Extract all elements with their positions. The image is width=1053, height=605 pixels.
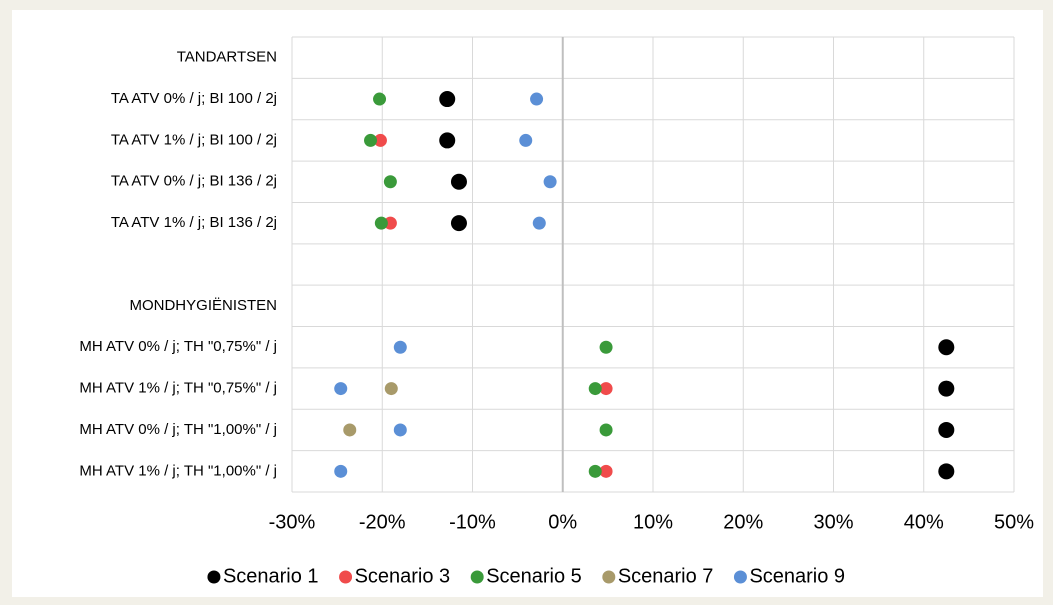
- legend-label: Scenario 3: [355, 565, 451, 587]
- dot: [938, 339, 955, 356]
- x-tick-label: -30%: [269, 511, 316, 533]
- legend-label: Scenario 1: [223, 565, 319, 587]
- dot: [599, 382, 613, 396]
- legend-marker: [339, 570, 353, 584]
- legend-marker: [470, 570, 484, 584]
- dot: [334, 464, 348, 478]
- dot: [364, 133, 378, 147]
- dot: [334, 382, 348, 396]
- dot: [450, 173, 467, 190]
- dot: [374, 216, 388, 230]
- dot: [393, 340, 407, 354]
- x-tick-label: 20%: [723, 511, 763, 533]
- chart-area: [12, 10, 1043, 597]
- dot: [543, 175, 557, 189]
- y-tick-label: TA ATV 0% / j; BI 100 / 2j: [111, 90, 277, 107]
- dot: [599, 423, 613, 437]
- dot: [599, 340, 613, 354]
- dot: [384, 382, 398, 396]
- dot: [519, 133, 533, 147]
- legend-label: Scenario 5: [486, 565, 582, 587]
- dot: [373, 133, 387, 147]
- y-tick-label: MH ATV 1% / j; TH "1,00%" / j: [79, 462, 277, 479]
- x-tick-label: 10%: [633, 511, 673, 533]
- dot: [439, 91, 456, 108]
- legend-label: Scenario 7: [618, 565, 714, 587]
- dot: [393, 423, 407, 437]
- y-tick-label: MONDHYGIËNISTEN: [129, 297, 277, 314]
- dot: [938, 380, 955, 397]
- y-tick-label: TA ATV 0% / j; BI 136 / 2j: [111, 173, 277, 190]
- y-tick-label: MH ATV 0% / j; TH "1,00%" / j: [79, 421, 277, 438]
- x-tick-label: 40%: [904, 511, 944, 533]
- y-tick-label: MH ATV 0% / j; TH "0,75%" / j: [79, 338, 277, 355]
- x-tick-label: -10%: [449, 511, 496, 533]
- dot: [599, 464, 613, 478]
- y-tick-label: MH ATV 1% / j; TH "0,75%" / j: [79, 380, 277, 397]
- y-tick-label: TANDARTSEN: [177, 49, 277, 66]
- legend-label: Scenario 9: [749, 565, 845, 587]
- dot: [532, 216, 546, 230]
- dot: [383, 175, 397, 189]
- dot: [383, 216, 397, 230]
- x-tick-label: 50%: [994, 511, 1034, 533]
- x-tick-label: 0%: [548, 511, 577, 533]
- legend-marker: [602, 570, 616, 584]
- dot: [439, 132, 456, 149]
- dot: [343, 423, 357, 437]
- dot: [450, 215, 467, 232]
- legend-marker: [733, 570, 747, 584]
- dot: [938, 463, 955, 480]
- legend-marker: [207, 570, 221, 584]
- dot: [530, 92, 544, 106]
- dot: [938, 421, 955, 438]
- y-tick-label: TA ATV 1% / j; BI 100 / 2j: [111, 131, 277, 148]
- x-tick-label: 30%: [813, 511, 853, 533]
- dot: [588, 464, 602, 478]
- x-tick-label: -20%: [359, 511, 406, 533]
- dot: [588, 382, 602, 396]
- dot: [373, 92, 387, 106]
- y-tick-label: TA ATV 1% / j; BI 136 / 2j: [111, 214, 277, 231]
